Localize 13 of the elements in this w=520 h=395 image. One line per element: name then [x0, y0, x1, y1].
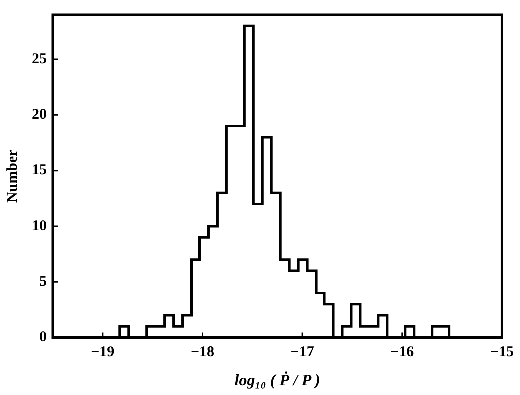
y-tick-label: 15 — [32, 162, 47, 179]
x-tick-label: −19 — [91, 344, 115, 361]
x-axis-title: log₁₀ ( Ṗ / P ) — [234, 372, 320, 390]
y-tick-label: 5 — [40, 274, 47, 290]
x-tick-label: −15 — [490, 344, 514, 361]
x-tick-label: −18 — [190, 344, 215, 361]
x-tick-label: −17 — [290, 344, 315, 361]
y-tick-label: 0 — [40, 330, 47, 346]
x-tick-label: −16 — [390, 344, 415, 361]
y-tick-label: 25 — [32, 51, 47, 68]
y-tick-label: 20 — [32, 107, 47, 124]
y-tick-label: 10 — [32, 218, 47, 234]
y-axis-title: Number — [4, 149, 21, 204]
